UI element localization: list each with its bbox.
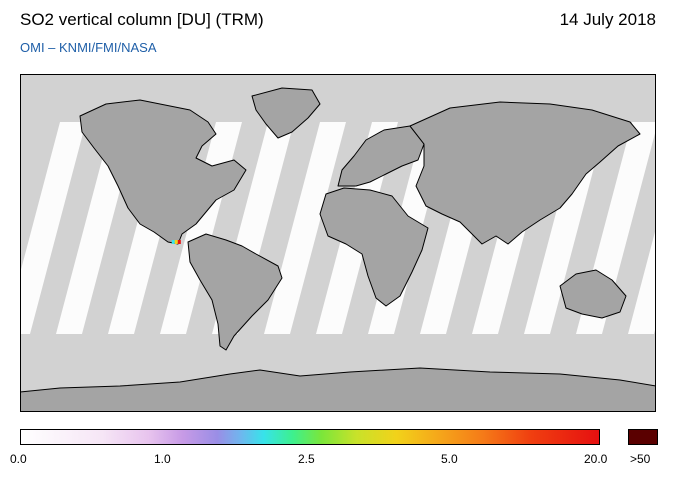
africa-landmass [319, 187, 429, 307]
map-frame [20, 74, 656, 412]
colorbar-label-3: 5.0 [441, 452, 458, 466]
colorbar-label-2: 2.5 [298, 452, 315, 466]
colorbar-label-4: 20.0 [584, 452, 608, 466]
antarctica-landmass [20, 367, 656, 412]
australia-landmass [559, 269, 627, 319]
colorbar-label-5: >50 [630, 452, 651, 466]
swath-band [264, 122, 346, 334]
south-america-landmass [187, 233, 283, 351]
north-america-landmass [79, 99, 247, 245]
swath-band [628, 228, 656, 334]
hotspot-pixel [177, 240, 181, 244]
land-masses [20, 87, 656, 412]
hotspot-pixel [171, 240, 175, 244]
colorbar-label-0: 0.0 [10, 452, 27, 466]
map-date: 14 July 2018 [559, 10, 656, 29]
greenland-landmass [251, 87, 321, 139]
world-map-svg: -150-120-90-60-300306090120150 -150-120-… [20, 74, 656, 412]
map-credit: OMI – KNMI/FMI/NASA [20, 40, 157, 55]
swath-band [20, 122, 86, 334]
colorbar-gradient [20, 429, 600, 445]
so2-hotspot [171, 240, 181, 244]
hotspot-pixel [174, 240, 178, 244]
colorbar-max-swatch [628, 429, 658, 445]
map-title: SO2 vertical column [DU] (TRM) [20, 10, 264, 29]
asia-landmass [409, 101, 641, 245]
colorbar-label-1: 1.0 [154, 452, 171, 466]
so2-map: -150-120-90-60-300306090120150 -150-120-… [20, 74, 656, 412]
